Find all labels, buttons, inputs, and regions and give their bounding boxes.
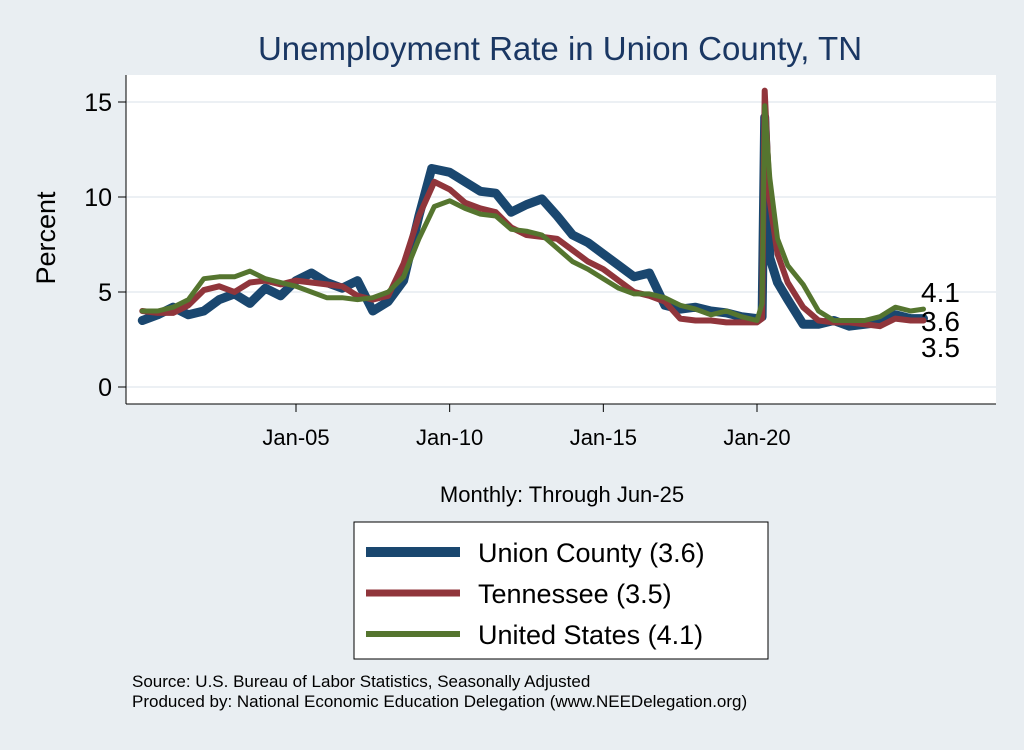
series-lines bbox=[137, 87, 928, 331]
y-tick-label: 5 bbox=[98, 279, 112, 307]
y-tick-label: 0 bbox=[98, 374, 112, 402]
x-tick-label: Jan-05 bbox=[262, 425, 329, 450]
legend: Union County (3.6) Tennessee (3.5) United … bbox=[353, 521, 769, 660]
y-axis-ticks: 0 5 10 15 bbox=[84, 89, 126, 402]
end-value-label: 3.5 bbox=[921, 332, 960, 363]
chart-title: Unemployment Rate in Union County, TN bbox=[258, 30, 862, 67]
x-tick-label: Jan-15 bbox=[570, 425, 637, 450]
x-axis-label: Monthly: Through Jun-25 bbox=[440, 482, 684, 507]
end-value-label: 4.1 bbox=[921, 277, 960, 308]
x-axis-ticks: Jan-05 Jan-10 Jan-15 Jan-20 bbox=[262, 404, 791, 450]
x-tick-label: Jan-10 bbox=[416, 425, 483, 450]
legend-label: Union County (3.6) bbox=[478, 538, 705, 568]
series-line-union-county bbox=[137, 112, 928, 331]
legend-entries: Union County (3.6) Tennessee (3.5) United … bbox=[366, 538, 705, 650]
series-line-united-states bbox=[139, 103, 926, 323]
y-tick-label: 10 bbox=[84, 184, 112, 212]
legend-label: Tennessee (3.5) bbox=[478, 579, 672, 609]
end-labels: 4.13.63.5 bbox=[921, 277, 960, 363]
legend-label: United States (4.1) bbox=[478, 620, 703, 650]
y-tick-label: 15 bbox=[84, 89, 112, 117]
source-note: Source: U.S. Bureau of Labor Statistics,… bbox=[132, 672, 591, 691]
end-value-label: 3.6 bbox=[921, 306, 960, 337]
y-axis-label: Percent bbox=[31, 191, 61, 285]
producer-note: Produced by: National Economic Education… bbox=[132, 692, 748, 711]
x-tick-label: Jan-20 bbox=[723, 425, 790, 450]
